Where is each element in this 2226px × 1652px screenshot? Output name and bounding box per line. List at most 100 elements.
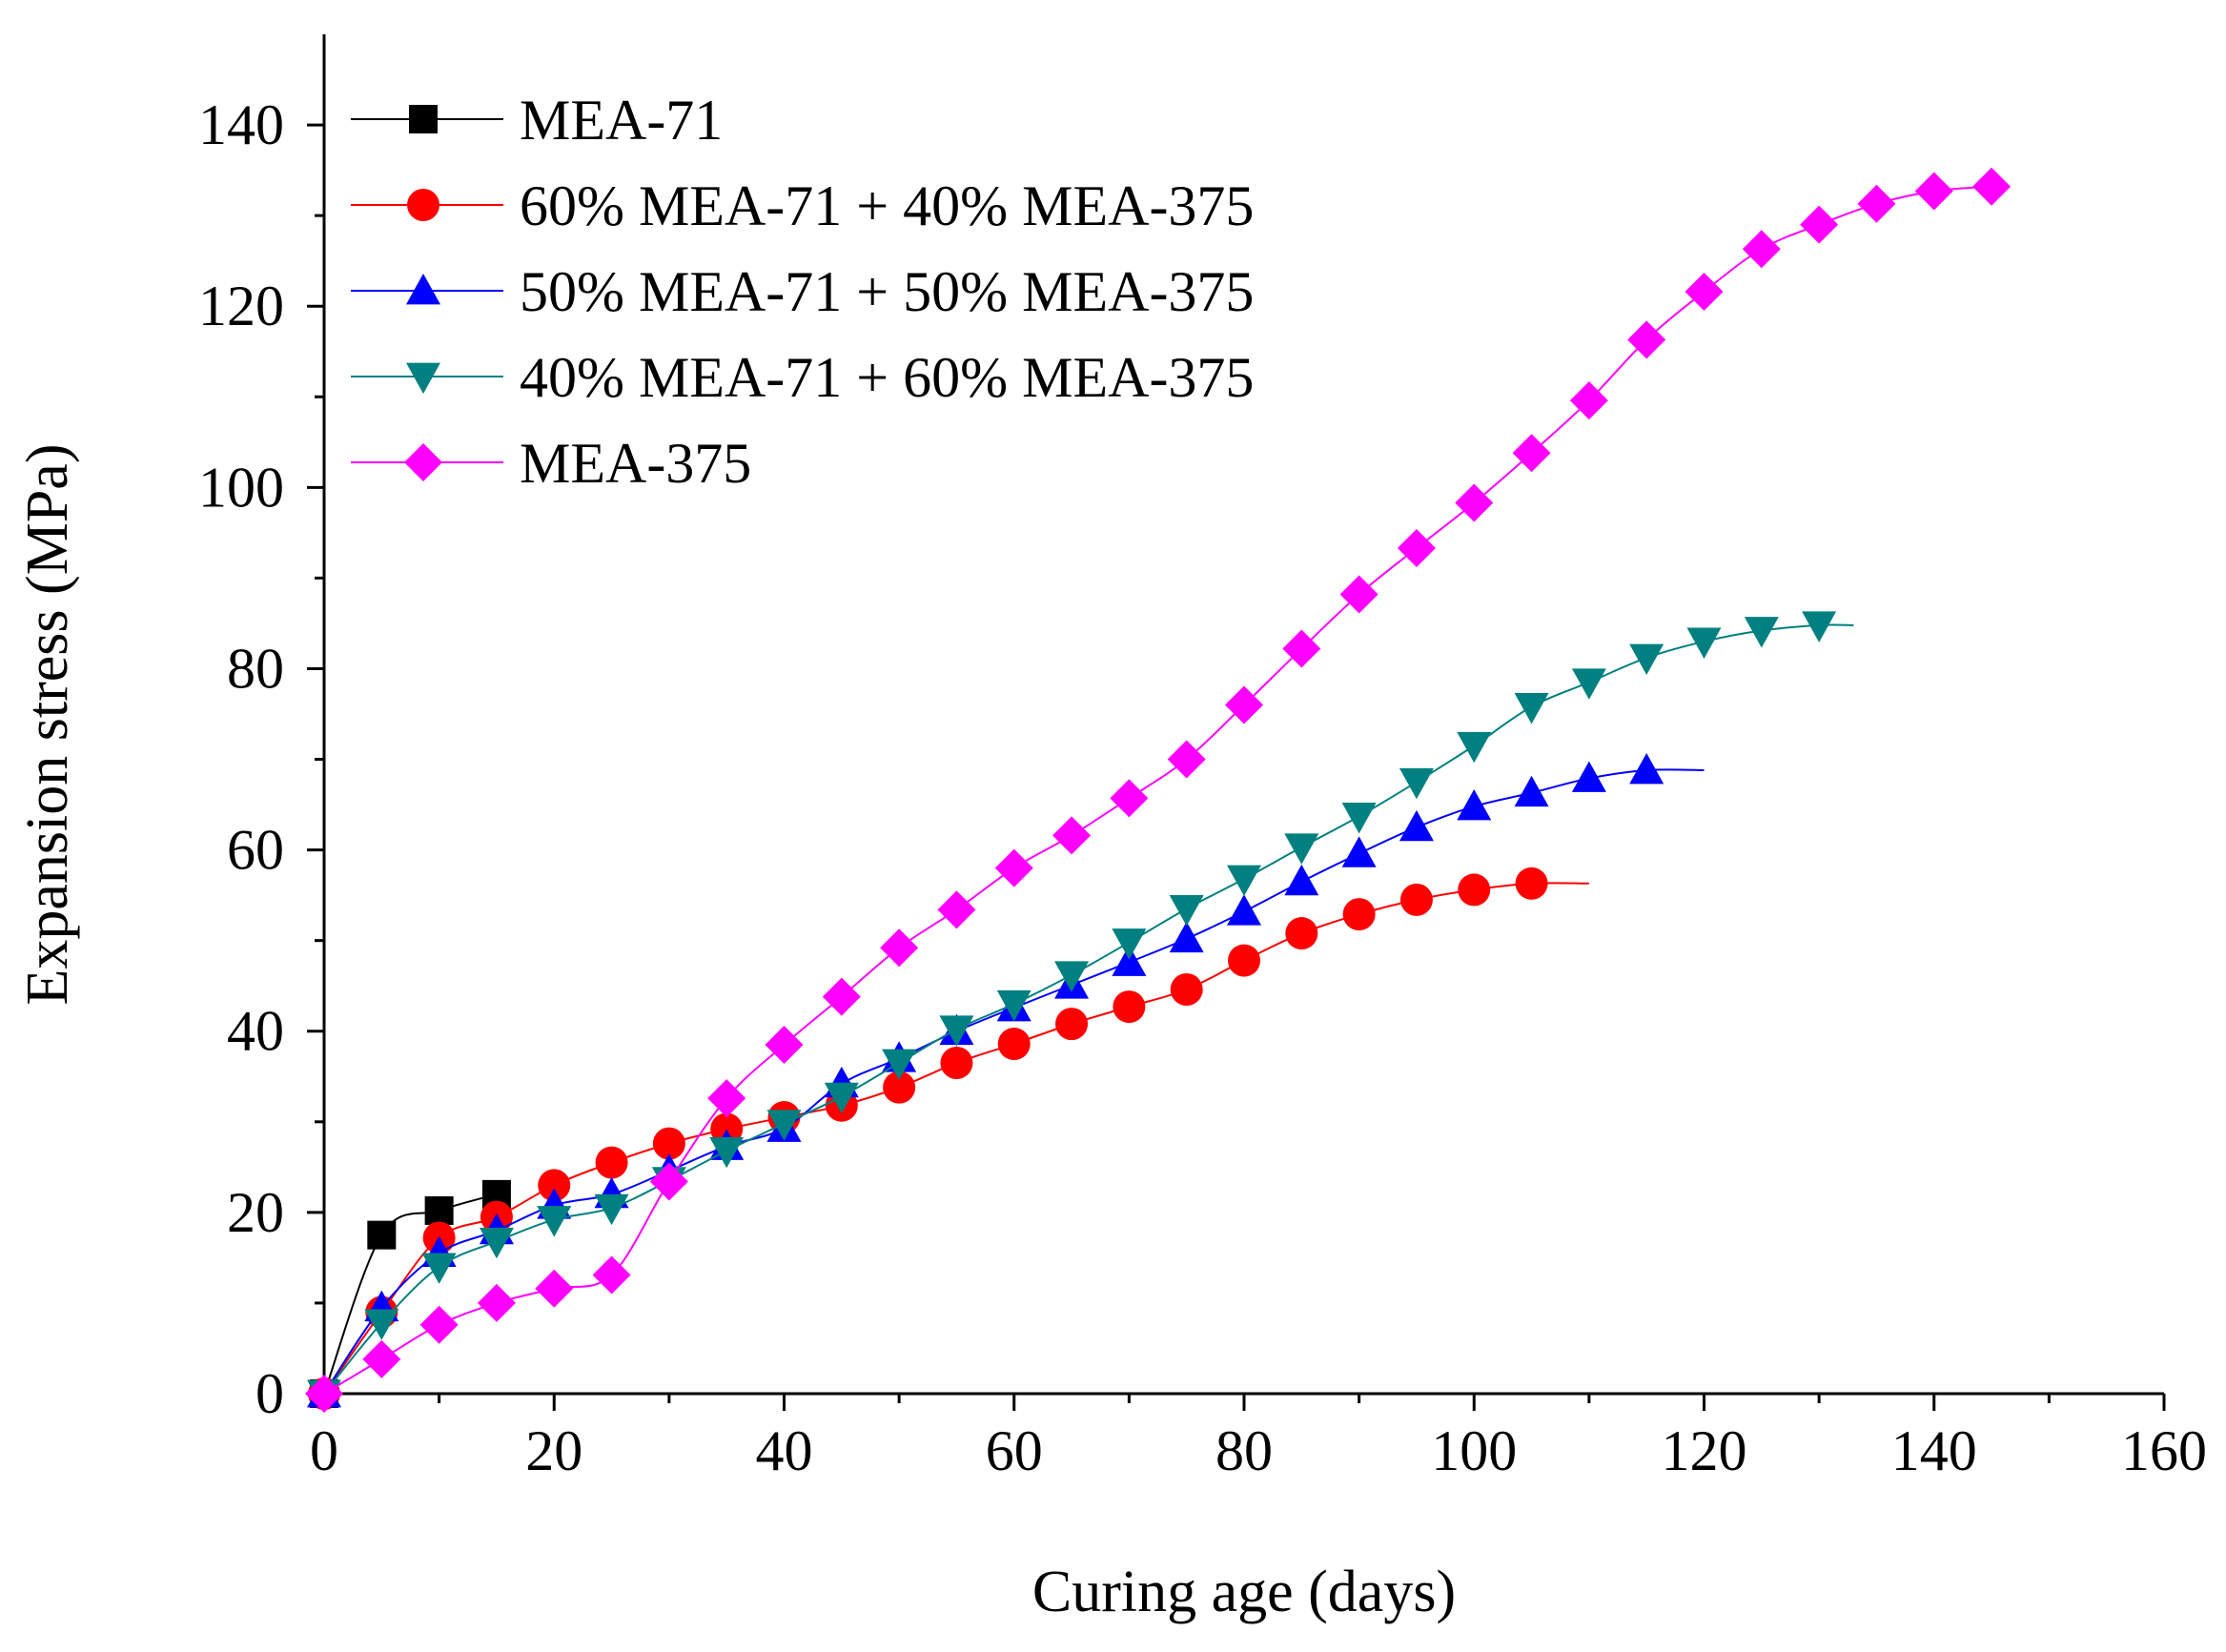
- data-point: [1112, 928, 1147, 960]
- data-point: [997, 1028, 1031, 1061]
- data-point: [707, 1079, 746, 1118]
- x-tick-label: 100: [1431, 1419, 1517, 1482]
- series-5: [305, 167, 2012, 1413]
- x-tick-label: 160: [2121, 1419, 2207, 1482]
- x-tick-label: 140: [1891, 1419, 1977, 1482]
- data-point: [1227, 865, 1261, 897]
- y-tick-label: 20: [227, 1181, 284, 1244]
- y-tick-label: 120: [198, 275, 284, 337]
- data-point: [939, 1015, 974, 1047]
- data-point: [1055, 1008, 1089, 1041]
- data-point: [1457, 788, 1492, 821]
- y-tick-label: 0: [255, 1362, 284, 1425]
- y-tick-label: 80: [227, 637, 284, 700]
- data-point: [595, 1146, 628, 1179]
- x-axis-title: Curing age (days): [1032, 1560, 1456, 1624]
- series-line: [323, 882, 1589, 1395]
- legend-entry: 40% MEA-71 + 60% MEA-375: [351, 346, 1254, 409]
- legend-marker: [407, 189, 439, 221]
- data-point: [880, 928, 919, 968]
- legend-entry: MEA-71: [351, 89, 723, 152]
- data-point: [1802, 611, 1837, 642]
- legend-label: 60% MEA-71 + 40% MEA-375: [520, 174, 1254, 237]
- legend-label: 40% MEA-71 + 60% MEA-375: [520, 346, 1254, 409]
- data-point: [1285, 917, 1318, 950]
- data-point: [1341, 836, 1377, 867]
- x-tick-label: 40: [756, 1419, 813, 1482]
- axes: 0 20 40 60 80 100 120 140 160 0 20 40 60 80 100 120 140: [198, 34, 2207, 1482]
- data-point: [1284, 833, 1319, 865]
- data-point: [1225, 685, 1263, 724]
- data-point: [419, 1305, 459, 1344]
- data-point: [1800, 205, 1839, 244]
- data-point: [1744, 617, 1779, 648]
- data-point: [1054, 961, 1090, 992]
- data-point: [1569, 381, 1608, 420]
- data-point: [1629, 752, 1664, 785]
- series-4: [307, 611, 1854, 1411]
- data-point: [1284, 864, 1319, 896]
- data-point: [479, 1227, 514, 1259]
- data-point: [1515, 867, 1548, 900]
- data-point: [1627, 320, 1666, 359]
- y-tick-label: 60: [227, 819, 284, 882]
- x-tick-label: 0: [310, 1419, 338, 1482]
- x-tick-label: 20: [525, 1419, 582, 1482]
- data-point: [1112, 945, 1147, 976]
- data-point: [652, 1127, 685, 1160]
- data-point: [1972, 167, 2012, 206]
- data-point: [996, 989, 1031, 1022]
- legend-entry: 50% MEA-71 + 50% MEA-375: [351, 260, 1254, 323]
- data-point: [1857, 184, 1896, 223]
- data-point: [1571, 761, 1606, 792]
- data-point: [1742, 230, 1781, 269]
- legend: MEA-71 60% MEA-71 + 40% MEA-375 50% MEA-71…: [351, 89, 1254, 495]
- data-point: [1512, 434, 1551, 473]
- plot-series: [305, 167, 2012, 1413]
- data-point: [1399, 883, 1433, 916]
- data-point: [421, 1253, 457, 1284]
- data-point: [1169, 921, 1204, 953]
- data-point: [1455, 483, 1494, 522]
- legend-marker: [409, 105, 438, 133]
- series-line: [323, 768, 1705, 1395]
- data-point: [364, 1309, 399, 1340]
- y-tick-label: 40: [227, 1000, 284, 1063]
- data-point: [538, 1169, 571, 1202]
- data-point: [424, 1195, 454, 1225]
- legend-label: MEA-71: [520, 89, 723, 152]
- data-point: [1514, 692, 1549, 724]
- legend-entry: 60% MEA-71 + 40% MEA-375: [351, 174, 1254, 237]
- data-point: [535, 1269, 574, 1308]
- data-point: [882, 1049, 917, 1081]
- x-tick-label: 60: [986, 1419, 1043, 1482]
- data-point: [537, 1206, 572, 1237]
- data-point: [1282, 629, 1321, 668]
- legend-label: 50% MEA-71 + 50% MEA-375: [520, 260, 1254, 323]
- x-tick-label: 120: [1662, 1419, 1747, 1482]
- legend-marker: [406, 274, 440, 305]
- data-point: [592, 1255, 631, 1295]
- data-point: [1167, 740, 1206, 779]
- data-point: [1686, 627, 1722, 659]
- data-point: [362, 1339, 401, 1378]
- legend-marker: [406, 362, 440, 394]
- data-point: [883, 1071, 916, 1104]
- data-point: [649, 1162, 688, 1201]
- data-point: [1339, 575, 1378, 614]
- data-point: [1341, 803, 1377, 834]
- data-point: [822, 977, 861, 1016]
- data-point: [1914, 172, 1953, 211]
- legend-marker: [404, 443, 442, 481]
- data-point: [1170, 973, 1203, 1007]
- data-point: [1113, 990, 1146, 1024]
- y-axis-title: Expansion stress (MPa): [15, 444, 80, 1006]
- data-point: [1514, 775, 1549, 807]
- data-point: [1397, 529, 1436, 568]
- data-point: [1227, 894, 1261, 926]
- data-point: [1685, 272, 1724, 311]
- data-point: [1457, 731, 1492, 764]
- data-point: [1169, 894, 1204, 927]
- data-point: [824, 1082, 859, 1114]
- data-point: [367, 1220, 397, 1250]
